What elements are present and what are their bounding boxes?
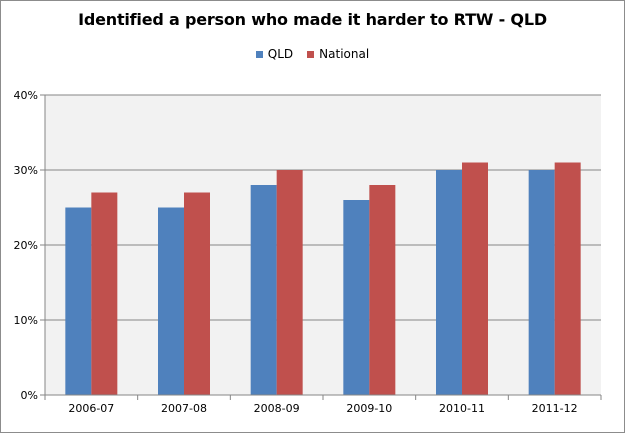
bar-national-2010-11 xyxy=(462,162,488,395)
y-tick-label-0: 0% xyxy=(21,389,38,402)
legend-label-qld: QLD xyxy=(267,47,294,61)
bar-national-2008-09 xyxy=(276,170,303,395)
legend-swatch-qld xyxy=(255,50,263,58)
y-tick-label-10: 10% xyxy=(14,314,38,327)
bar-qld-2010-11 xyxy=(436,170,462,395)
chart-legend: QLD National xyxy=(0,47,625,61)
legend-item-qld: QLD xyxy=(255,47,294,61)
bar-national-2006-07 xyxy=(91,192,118,395)
x-tick-label-2010-11: 2010-11 xyxy=(439,402,485,415)
bar-national-2009-10 xyxy=(369,185,396,395)
bar-national-2007-08 xyxy=(184,192,210,395)
y-tick-label-30: 30% xyxy=(14,164,38,177)
x-tick-label-2006-07: 2006-07 xyxy=(68,402,114,415)
bar-qld-2008-09 xyxy=(250,185,277,395)
x-tick-label-2008-09: 2008-09 xyxy=(254,402,300,415)
bar-qld-2011-12 xyxy=(528,170,555,395)
bar-qld-2009-10 xyxy=(343,200,370,395)
legend-label-national: National xyxy=(319,47,370,61)
y-tick-label-40: 40% xyxy=(14,89,38,102)
y-tick-label-20: 20% xyxy=(14,239,38,252)
x-tick-label-2011-12: 2011-12 xyxy=(532,402,578,415)
bar-national-2011-12 xyxy=(554,162,581,395)
legend-item-national: National xyxy=(307,47,369,61)
x-tick-label-2009-10: 2009-10 xyxy=(346,402,392,415)
chart-title: Identified a person who made it harder t… xyxy=(78,10,547,29)
legend-swatch-national xyxy=(307,50,315,58)
x-tick-label-2007-08: 2007-08 xyxy=(161,402,207,415)
bar-qld-2006-07 xyxy=(65,207,92,395)
bar-qld-2007-08 xyxy=(158,207,184,395)
